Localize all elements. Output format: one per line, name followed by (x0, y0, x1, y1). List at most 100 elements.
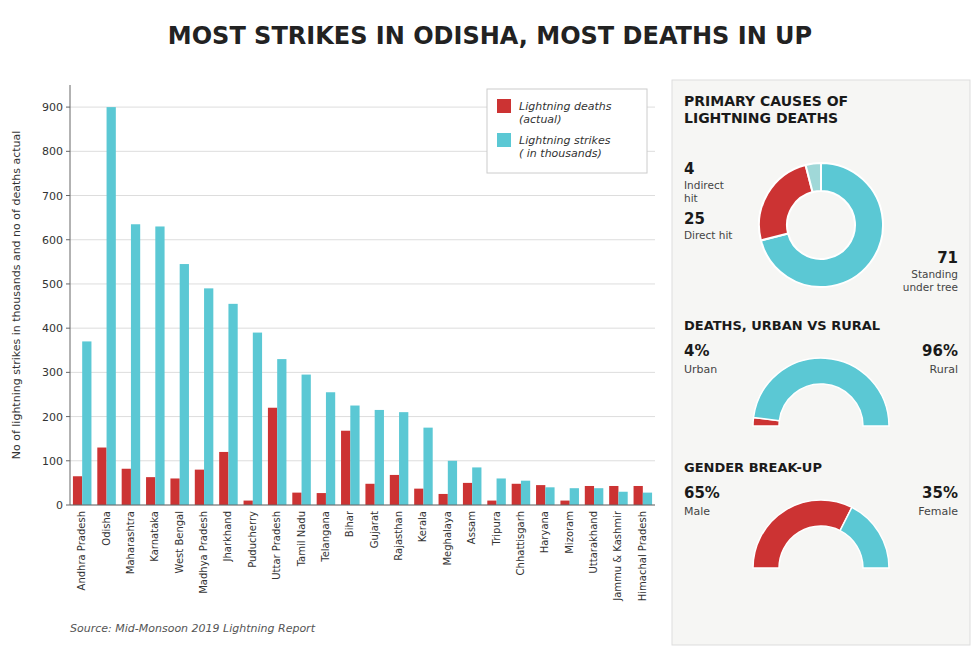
side-panel (672, 80, 970, 645)
tick-mark (66, 416, 70, 417)
bar (618, 492, 627, 505)
tick-mark (66, 151, 70, 152)
bar (122, 469, 131, 505)
tick-mark (66, 372, 70, 373)
legend-entry: Lightning deaths(actual) (519, 100, 612, 126)
tick-mark (66, 283, 70, 284)
category-label: Urban (684, 363, 717, 376)
x-tick-label: Tamil Nadu (296, 511, 307, 567)
bar (570, 488, 579, 505)
grid-line (70, 195, 655, 196)
x-tick-label: Maharashtra (125, 511, 136, 574)
legend-swatch (497, 99, 511, 113)
annotation: Source: Mid-Monsoon 2019 Lightning Repor… (70, 622, 316, 635)
x-tick-label: Telangana (320, 511, 331, 563)
x-tick-label: Haryana (539, 511, 550, 553)
y-tick-label: 100 (42, 455, 63, 468)
bar (155, 226, 164, 505)
text-line: hit (684, 192, 698, 204)
panel-heading: GENDER BREAK-UP (684, 460, 822, 475)
y-tick-label: 400 (42, 322, 63, 335)
text-line: under tree (903, 281, 958, 293)
bar (219, 452, 228, 505)
bar (609, 486, 618, 505)
bar (390, 475, 399, 505)
text-line: ( in thousands) (519, 147, 602, 160)
x-tick-label: Uttar Pradesh (271, 511, 282, 580)
y-tick-label: 200 (42, 411, 63, 424)
bar (472, 467, 481, 505)
x-tick-label: Andhra Pradesh (76, 511, 87, 590)
y-tick-label: 900 (42, 101, 63, 114)
text-line: LIGHTNING DEATHS (684, 110, 838, 126)
bar (302, 375, 311, 505)
bar (341, 431, 350, 505)
chart-root: MOST STRIKES IN ODISHA, MOST DEATHS IN U… (0, 0, 980, 655)
title: MOST STRIKES IN ODISHA, MOST DEATHS IN U… (168, 22, 812, 50)
bar (634, 486, 643, 505)
x-tick-label: West Bengal (174, 511, 185, 573)
bar (195, 470, 204, 505)
bar (131, 224, 140, 505)
data-label: 71 (937, 249, 958, 267)
bar (365, 484, 374, 505)
bar (375, 410, 384, 505)
text-line: (actual) (519, 113, 561, 126)
bar (399, 412, 408, 505)
x-tick-label: Rajasthan (393, 511, 404, 561)
bar (414, 489, 423, 505)
semicircle-slice (754, 358, 889, 426)
category-label: Standingunder tree (903, 268, 958, 293)
semicircle-slice (753, 500, 852, 568)
x-tick-label: Mizoram (564, 511, 575, 554)
text-line: Standing (911, 268, 958, 280)
bar (497, 478, 506, 505)
bar (350, 406, 359, 505)
bar (585, 486, 594, 505)
bar (463, 483, 472, 505)
y-tick-label: 800 (42, 145, 63, 158)
bar (180, 264, 189, 505)
donut-slice (759, 165, 813, 240)
bar (170, 478, 179, 505)
bar (268, 408, 277, 505)
y-tick-label: 700 (42, 190, 63, 203)
legend-box (487, 89, 647, 173)
tick-mark (66, 328, 70, 329)
category-label: Direct hit (684, 229, 732, 241)
category-label: Rural (930, 363, 958, 376)
text-line: Lightning deaths (519, 100, 612, 113)
panel-heading: DEATHS, URBAN VS RURAL (684, 318, 880, 333)
text-line: Direct hit (684, 229, 732, 241)
bar (82, 341, 91, 505)
bar (73, 476, 82, 505)
donut (759, 163, 883, 287)
x-tick-label: Odisha (101, 511, 112, 546)
bar (107, 107, 116, 505)
background (0, 0, 980, 655)
bar (146, 477, 155, 505)
bar (560, 501, 569, 505)
semicircle-slice (840, 507, 889, 568)
x-tick-label: Assam (466, 511, 477, 544)
x-tick-label: Kerala (417, 511, 428, 542)
text-line: Indirect (684, 179, 724, 191)
panel-heading: PRIMARY CAUSES OFLIGHTNING DEATHS (684, 93, 848, 126)
legend: Lightning deaths(actual) Lightning strike… (487, 89, 647, 173)
bar (253, 333, 262, 505)
bar (244, 501, 253, 505)
semicircle (753, 358, 889, 426)
legend-entry: Lightning strikes( in thousands) (519, 134, 611, 160)
bar (512, 484, 521, 505)
x-tick-label: Meghalaya (442, 511, 453, 566)
tick-mark (66, 107, 70, 108)
tick-mark (66, 239, 70, 240)
x-tick-label: Tripura (491, 511, 502, 546)
data-label: 25 (684, 210, 705, 228)
donut-slice (806, 163, 821, 192)
tick-mark (66, 195, 70, 196)
x-tick-label: Uttarakhand (588, 511, 599, 573)
category-label: Indirecthit (684, 179, 724, 204)
y-tick-label: 0 (56, 499, 63, 512)
bar (536, 485, 545, 505)
